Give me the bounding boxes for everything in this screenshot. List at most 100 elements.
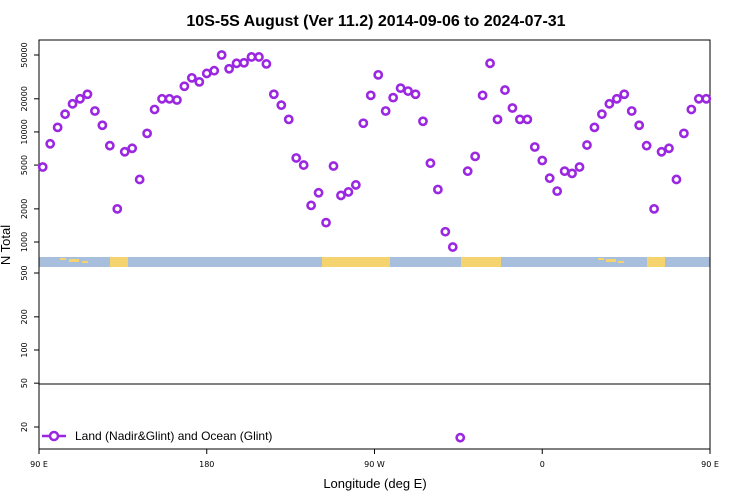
data-point <box>664 143 674 154</box>
data-point <box>298 160 309 170</box>
y-tick-label: 20 <box>20 422 29 432</box>
data-point <box>112 203 123 214</box>
data-point <box>403 86 413 96</box>
y-tick-label: 1000 <box>20 232 29 252</box>
y-tick-label: 500 <box>20 265 29 280</box>
data-point <box>37 162 48 172</box>
data-point <box>492 114 503 125</box>
data-point <box>172 95 182 105</box>
chart-title: 10S-5S August (Ver 11.2) 2014-09-06 to 2… <box>186 13 565 30</box>
data-point <box>224 63 235 74</box>
data-points <box>37 50 712 443</box>
data-point <box>268 89 279 100</box>
data-point <box>90 106 100 116</box>
data-point <box>186 72 197 83</box>
x-tick-label: 90 W <box>364 460 385 469</box>
map-band-land <box>60 257 665 267</box>
data-point <box>388 92 399 103</box>
data-point <box>373 69 384 80</box>
data-point <box>179 81 190 92</box>
data-point <box>626 106 637 116</box>
data-point <box>514 114 525 125</box>
data-point <box>216 50 227 60</box>
data-point <box>201 68 212 79</box>
data-point <box>149 104 160 115</box>
data-point <box>477 90 488 101</box>
data-point <box>656 146 667 157</box>
legend-label: Land (Nadir&Glint) and Ocean (Glint) <box>75 429 272 443</box>
data-point <box>97 120 108 131</box>
data-point <box>619 89 630 100</box>
data-point <box>254 52 264 62</box>
y-tick-label: 10000 <box>20 119 29 144</box>
data-point <box>485 58 495 69</box>
data-point <box>194 76 205 87</box>
data-point <box>410 89 421 100</box>
data-point <box>611 93 622 104</box>
data-point <box>52 122 63 133</box>
data-point <box>567 168 577 179</box>
data-point <box>380 106 391 116</box>
data-point <box>104 140 115 151</box>
data-point <box>127 143 138 154</box>
data-point <box>45 138 56 149</box>
data-point <box>395 83 406 94</box>
data-point <box>537 155 548 166</box>
y-tick-label: 50000 <box>20 42 29 67</box>
x-tick-label: 180 <box>199 460 214 469</box>
data-point <box>686 104 697 115</box>
y-tick-label: 2000 <box>20 199 29 219</box>
data-point <box>500 85 510 95</box>
data-point <box>350 180 361 190</box>
data-point <box>641 140 652 151</box>
data-point <box>470 151 481 162</box>
data-point <box>418 116 428 127</box>
data-point <box>283 114 294 125</box>
data-point <box>291 153 302 163</box>
data-point <box>336 190 346 201</box>
data-point <box>134 174 145 185</box>
data-point <box>671 174 682 185</box>
data-point <box>328 161 339 171</box>
data-point <box>276 100 287 111</box>
data-point <box>246 52 257 62</box>
data-point <box>358 118 369 129</box>
data-point <box>649 203 659 214</box>
data-point <box>67 98 78 109</box>
data-point <box>425 158 436 169</box>
data-point <box>82 89 93 100</box>
data-point <box>462 166 473 177</box>
data-point <box>552 186 563 197</box>
y-tick-label: 20000 <box>20 86 29 111</box>
x-axis-label: Longitude (deg E) <box>323 476 426 491</box>
y-tick-label: 200 <box>20 309 29 324</box>
data-point <box>261 59 272 69</box>
data-point <box>432 184 443 195</box>
data-point <box>604 98 615 109</box>
data-point <box>574 162 585 172</box>
data-point <box>544 173 555 184</box>
data-point <box>75 93 85 104</box>
y-tick-label: 100 <box>20 342 29 357</box>
data-point <box>559 166 570 177</box>
data-point <box>60 109 70 120</box>
x-tick-label: 90 E <box>30 460 48 469</box>
data-point <box>507 103 518 113</box>
data-point <box>440 226 451 237</box>
data-point <box>701 93 712 104</box>
data-point <box>596 109 607 120</box>
data-point <box>209 65 220 76</box>
data-point <box>447 242 458 252</box>
data-point <box>142 128 153 139</box>
data-point <box>231 58 242 69</box>
x-tick-label: 90 E <box>701 460 719 469</box>
data-point <box>634 120 645 131</box>
y-tick-label: 5000 <box>20 155 29 175</box>
data-point <box>522 114 533 125</box>
y-axis-label: N Total <box>0 225 13 265</box>
data-point <box>343 187 354 197</box>
data-point <box>313 187 324 198</box>
data-point <box>365 90 376 101</box>
